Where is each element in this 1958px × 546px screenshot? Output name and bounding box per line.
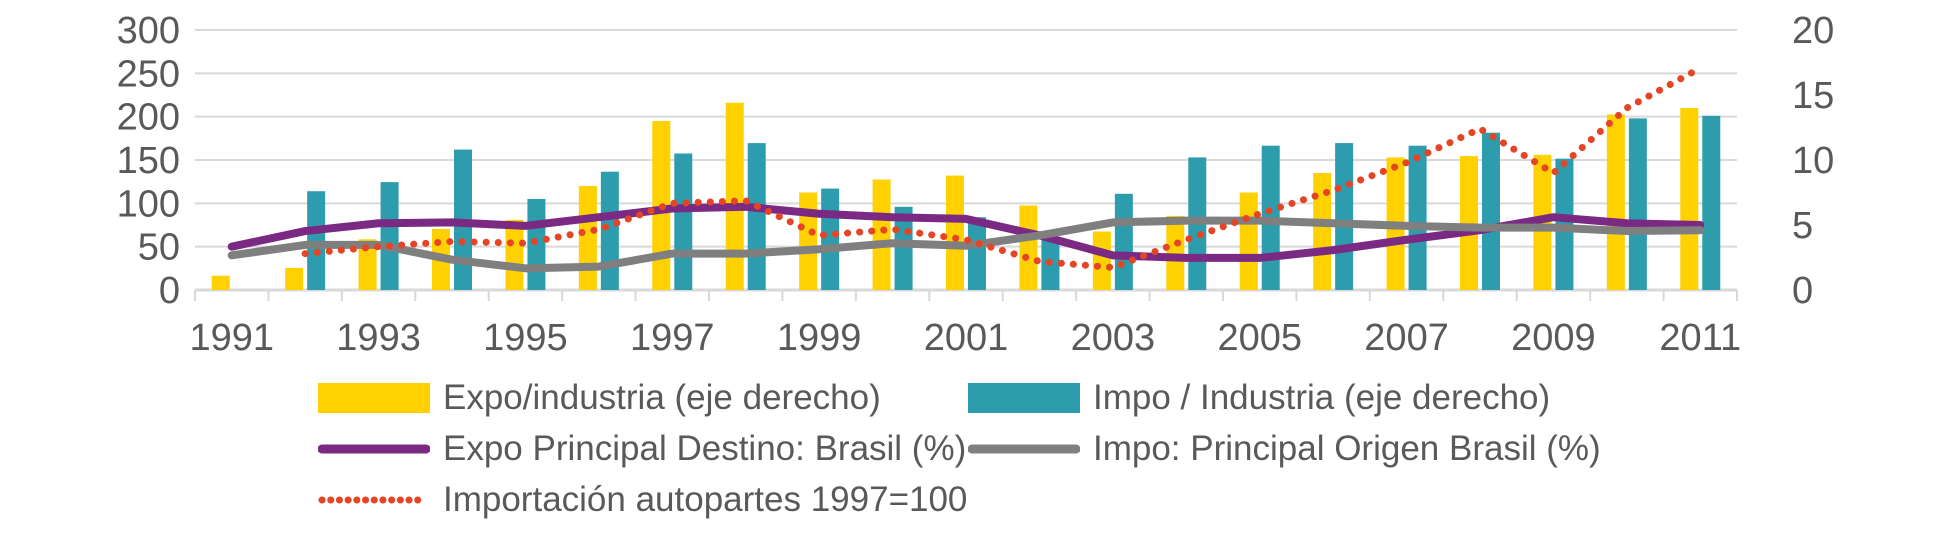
bar bbox=[578, 186, 597, 290]
x-axis-tick-label: 2001 bbox=[924, 317, 1009, 359]
bar bbox=[380, 182, 399, 290]
bar bbox=[285, 267, 304, 290]
legend-bar-swatch bbox=[318, 382, 430, 413]
bar bbox=[1482, 132, 1500, 290]
legend-label: Expo Principal Destino: Brasil (%) bbox=[443, 428, 967, 468]
chart-legend: Expo/industria (eje derecho) Impo / Indus… bbox=[0, 372, 1958, 525]
legend-item: Impo: Principal Origen Brasil (%) bbox=[968, 429, 1601, 469]
line-series-2 bbox=[301, 64, 1704, 271]
bar bbox=[1606, 114, 1625, 290]
bar bbox=[1092, 231, 1111, 290]
left-axis-tick-label: 200 bbox=[117, 97, 180, 139]
legend-item: Expo/industria (eje derecho) bbox=[318, 378, 968, 418]
left-axis-tick-label: 50 bbox=[138, 227, 180, 269]
bar bbox=[1680, 108, 1699, 290]
bar bbox=[600, 171, 619, 290]
right-axis-tick-label: 0 bbox=[1792, 270, 1813, 312]
bar bbox=[1702, 115, 1721, 290]
legend-label: Impo / Industria (eje derecho) bbox=[1093, 377, 1551, 417]
legend-row: Expo Principal Destino: Brasil (%) Impo: … bbox=[318, 423, 1958, 474]
legend-line-swatch bbox=[968, 444, 1080, 453]
bar bbox=[747, 143, 766, 290]
legend-label: Importación autopartes 1997=100 bbox=[443, 479, 968, 519]
bar bbox=[1313, 173, 1332, 290]
right-axis-labels: 0 5 10 15 20 bbox=[1792, 10, 1834, 312]
legend-row: Expo/industria (eje derecho) Impo / Indus… bbox=[318, 372, 1958, 423]
x-axis-tick-label: 1991 bbox=[189, 317, 274, 359]
x-axis-tick-label: 2011 bbox=[1659, 317, 1741, 359]
legend-row: Importación autopartes 1997=100 bbox=[318, 474, 1958, 525]
left-axis-tick-label: 250 bbox=[117, 53, 180, 95]
legend-item: Importación autopartes 1997=100 bbox=[318, 480, 968, 520]
left-axis-tick-label: 0 bbox=[159, 270, 180, 312]
x-axis-ticks bbox=[194, 290, 1738, 301]
x-axis-tick-label: 1993 bbox=[336, 317, 421, 359]
right-axis-tick-label: 20 bbox=[1792, 10, 1834, 52]
bar bbox=[872, 179, 891, 290]
bar bbox=[894, 206, 913, 290]
bar bbox=[1408, 145, 1427, 290]
right-axis-tick-label: 10 bbox=[1792, 140, 1834, 182]
x-axis-tick-label: 2003 bbox=[1071, 317, 1156, 359]
right-axis-tick-label: 15 bbox=[1792, 75, 1834, 117]
bar bbox=[968, 217, 986, 290]
legend-dotted-line-swatch bbox=[318, 496, 430, 503]
x-axis-tick-label: 2005 bbox=[1217, 317, 1302, 359]
bar bbox=[1019, 205, 1038, 290]
gridlines bbox=[195, 29, 1737, 292]
bar bbox=[1114, 193, 1133, 290]
legend-line-swatch bbox=[318, 444, 430, 453]
x-axis-tick-label: 2009 bbox=[1511, 317, 1596, 359]
legend-label: Impo: Principal Origen Brasil (%) bbox=[1093, 428, 1601, 468]
bar bbox=[211, 275, 230, 290]
bar bbox=[946, 175, 964, 290]
bar bbox=[1628, 118, 1647, 291]
bar bbox=[799, 192, 818, 290]
bar bbox=[505, 219, 524, 290]
legend-item: Expo Principal Destino: Brasil (%) bbox=[318, 429, 968, 469]
bar bbox=[1239, 192, 1258, 290]
left-axis-tick-label: 100 bbox=[117, 183, 180, 225]
legend-item: Impo / Industria (eje derecho) bbox=[968, 378, 1550, 418]
bar bbox=[821, 188, 840, 290]
bar bbox=[358, 239, 377, 290]
left-axis-tick-label: 150 bbox=[117, 140, 180, 182]
right-axis-tick-label: 5 bbox=[1792, 205, 1813, 247]
bar bbox=[307, 191, 326, 290]
x-axis-tick-label: 1997 bbox=[630, 317, 715, 359]
line-series-0 bbox=[227, 202, 1705, 262]
left-axis-tick-label: 300 bbox=[117, 10, 180, 52]
bar bbox=[1166, 215, 1185, 290]
bar bbox=[1460, 156, 1478, 290]
x-axis-tick-label: 1995 bbox=[483, 317, 568, 359]
legend-bar-swatch bbox=[968, 382, 1080, 413]
x-axis-tick-label: 1999 bbox=[777, 317, 862, 359]
x-axis-tick-label: 2007 bbox=[1364, 317, 1449, 359]
bar bbox=[725, 102, 744, 290]
bar-series-0 bbox=[211, 102, 1699, 290]
line-series-1 bbox=[227, 216, 1705, 273]
bar bbox=[527, 199, 546, 290]
x-axis-labels: 1991 1993 1995 1997 1999 2001 2003 2005 2007 2009… bbox=[189, 317, 1741, 359]
bar bbox=[674, 153, 693, 290]
legend-label: Expo/industria (eje derecho) bbox=[443, 377, 881, 417]
bar bbox=[1335, 143, 1354, 290]
